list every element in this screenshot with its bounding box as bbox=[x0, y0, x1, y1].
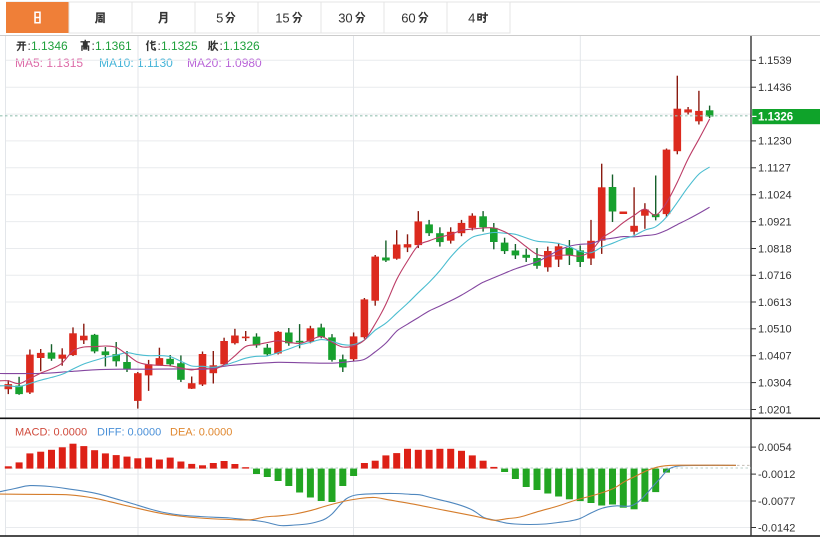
svg-text:-0.0142: -0.0142 bbox=[758, 522, 795, 534]
svg-text:1.1361: 1.1361 bbox=[95, 39, 132, 53]
svg-text:1.0407: 1.0407 bbox=[758, 351, 792, 363]
svg-text:60: 60 bbox=[401, 11, 415, 26]
svg-text:1.1346: 1.1346 bbox=[31, 39, 68, 53]
svg-text:MA5: 1.1315: MA5: 1.1315 bbox=[15, 56, 83, 70]
svg-text:1.0201: 1.0201 bbox=[758, 404, 792, 416]
svg-text:15: 15 bbox=[275, 11, 289, 26]
svg-text:1.0510: 1.0510 bbox=[758, 324, 792, 336]
svg-text:1.1539: 1.1539 bbox=[758, 55, 792, 67]
svg-text:1.1024: 1.1024 bbox=[758, 190, 792, 202]
svg-text:1.0716: 1.0716 bbox=[758, 270, 792, 282]
svg-text::: : bbox=[28, 39, 31, 53]
svg-text::: : bbox=[92, 39, 95, 53]
svg-text:MA10: 1.1130: MA10: 1.1130 bbox=[99, 56, 173, 70]
svg-text::: : bbox=[158, 39, 161, 53]
svg-text:MA20: 1.0980: MA20: 1.0980 bbox=[187, 56, 262, 70]
svg-text:1.1326: 1.1326 bbox=[223, 39, 260, 53]
svg-text:1.0818: 1.0818 bbox=[758, 243, 792, 255]
svg-text:5: 5 bbox=[216, 11, 223, 26]
svg-text:DIFF: 0.0000: DIFF: 0.0000 bbox=[97, 427, 161, 439]
svg-text:1.1230: 1.1230 bbox=[758, 136, 792, 148]
svg-text:1.0304: 1.0304 bbox=[758, 377, 792, 389]
svg-text:1.0613: 1.0613 bbox=[758, 297, 792, 309]
svg-text:DEA: 0.0000: DEA: 0.0000 bbox=[170, 427, 232, 439]
svg-text:1.1326: 1.1326 bbox=[758, 112, 793, 124]
svg-text:-0.0077: -0.0077 bbox=[758, 496, 795, 508]
svg-text:MACD: 0.0000: MACD: 0.0000 bbox=[15, 427, 87, 439]
svg-text:1.1325: 1.1325 bbox=[161, 39, 198, 53]
svg-text:1.1436: 1.1436 bbox=[758, 82, 792, 94]
svg-text:0.0054: 0.0054 bbox=[758, 442, 792, 454]
svg-text:-0.0012: -0.0012 bbox=[758, 469, 795, 481]
svg-text:1.1127: 1.1127 bbox=[758, 163, 791, 175]
svg-text:4: 4 bbox=[468, 11, 475, 26]
svg-text:30: 30 bbox=[338, 11, 352, 26]
svg-text:1.0921: 1.0921 bbox=[758, 216, 792, 228]
svg-text::: : bbox=[220, 39, 223, 53]
